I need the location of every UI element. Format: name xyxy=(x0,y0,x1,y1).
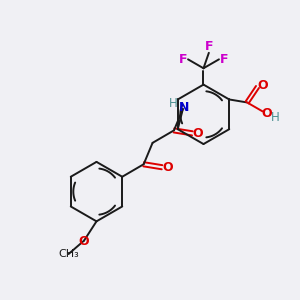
Text: F: F xyxy=(205,40,213,53)
Text: F: F xyxy=(178,53,187,66)
Text: F: F xyxy=(220,53,229,66)
Text: O: O xyxy=(262,107,272,120)
Text: H: H xyxy=(169,97,178,110)
Text: O: O xyxy=(192,127,203,140)
Text: O: O xyxy=(257,79,268,92)
Text: N: N xyxy=(179,101,189,114)
Text: O: O xyxy=(79,235,89,248)
Text: H: H xyxy=(271,111,279,124)
Text: CH₃: CH₃ xyxy=(58,249,79,259)
Text: O: O xyxy=(162,161,173,174)
